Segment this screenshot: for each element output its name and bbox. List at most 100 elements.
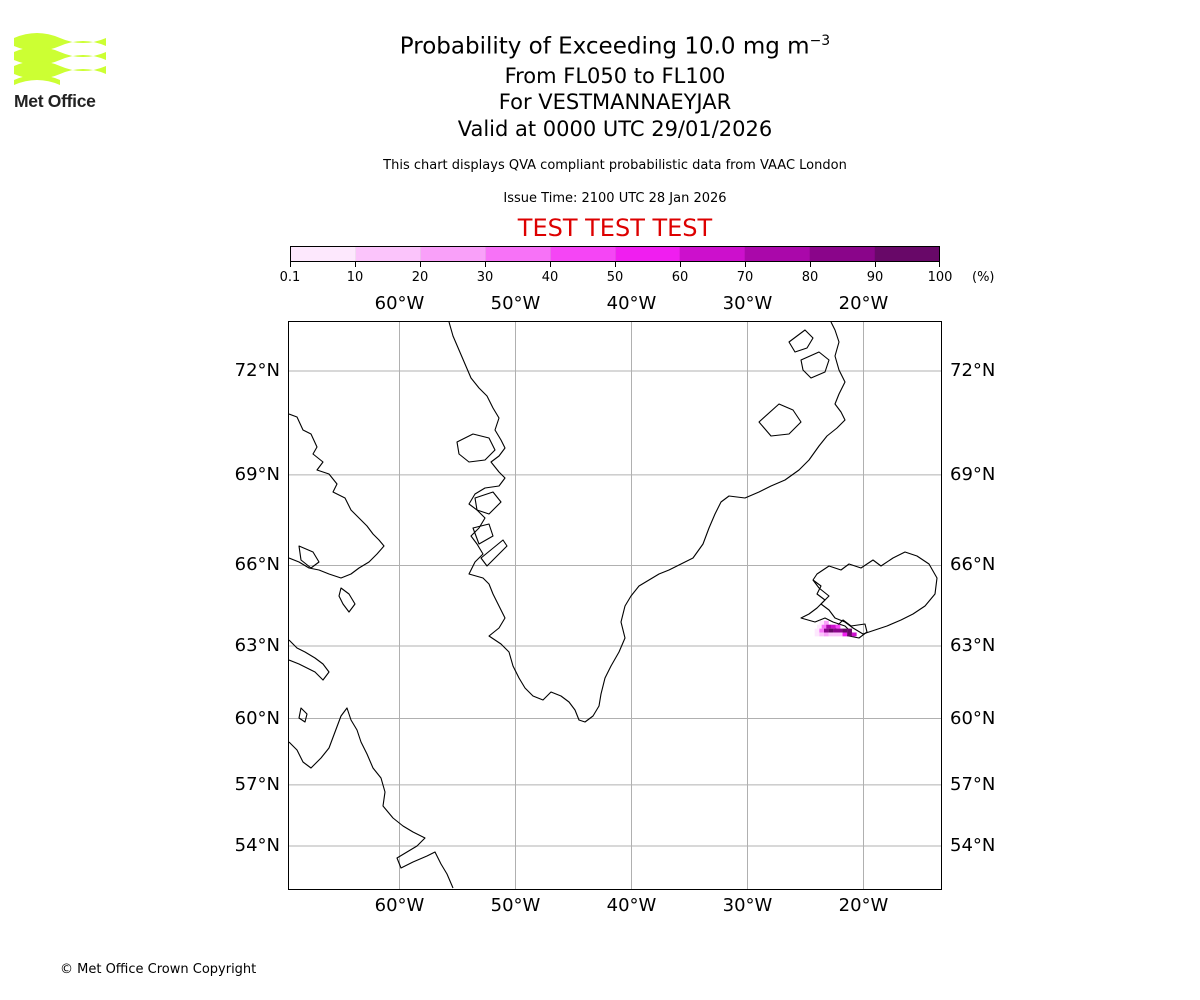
graticule <box>289 322 941 889</box>
longitude-label-bottom: 60°W <box>374 895 425 916</box>
plume-cell <box>828 628 834 633</box>
longitude-label-bottom: 20°W <box>838 895 889 916</box>
colorbar-tick <box>550 262 551 267</box>
longitude-label-top: 50°W <box>490 293 541 314</box>
coast-iceland <box>812 551 938 635</box>
plume-cell <box>819 632 825 637</box>
colorbar-label: 50 <box>606 270 624 285</box>
latitude-label-left: 60°N <box>234 707 280 729</box>
latitude-label-left: 57°N <box>234 773 280 795</box>
colorbar-segment <box>291 247 356 261</box>
plume-cell <box>835 624 841 629</box>
coast-labrador <box>289 707 454 889</box>
coast-iceland-west <box>800 579 854 635</box>
latitude-label-right: 57°N <box>950 773 996 795</box>
colorbar-segment <box>745 247 811 261</box>
plume-cell <box>817 624 822 629</box>
copyright: © Met Office Crown Copyright <box>60 962 257 977</box>
plume-cell <box>819 620 825 625</box>
longitude-label-top: 60°W <box>374 293 425 314</box>
met-office-waves-icon <box>14 33 106 85</box>
coast-greenland <box>448 322 846 723</box>
probability-plume[interactable] <box>814 620 857 637</box>
latitude-label-right: 54°N <box>950 835 996 856</box>
coastlines <box>289 322 938 889</box>
title-main: Probability of Exceeding 10.0 mg m <box>399 33 810 60</box>
plume-cell <box>837 632 843 637</box>
colorbar-tick <box>290 262 291 267</box>
coast-greenland-east-2 <box>758 403 802 437</box>
plume-cell <box>847 628 852 633</box>
valid-time: Valid at 0000 UTC 29/01/2026 <box>457 117 773 141</box>
coast-greenland-fjord-1 <box>456 433 496 463</box>
location: For VESTMANNAEYJAR <box>498 90 732 114</box>
description: This chart displays QVA compliant probab… <box>383 158 847 173</box>
colorbar-label: 10 <box>346 270 364 285</box>
longitude-label-bottom: 40°W <box>606 895 657 916</box>
level-range: From FL050 to FL100 <box>504 64 726 88</box>
colorbar-label: 80 <box>801 270 819 285</box>
plume-cell <box>823 632 829 637</box>
colorbar-segment <box>875 247 940 261</box>
colorbar-segment <box>420 247 486 261</box>
plume-cell <box>821 624 827 629</box>
colorbar-tick <box>939 262 940 267</box>
latitude-label-left: 69°N <box>234 463 280 485</box>
plume-cell <box>819 628 825 633</box>
colorbar-tick <box>615 262 616 267</box>
colorbar-segment <box>615 247 681 261</box>
colorbar-label: 40 <box>541 270 559 285</box>
colorbar-segment <box>680 247 746 261</box>
colorbar-segment <box>355 247 421 261</box>
colorbar-unit: (%) <box>972 270 995 285</box>
plume-cell <box>833 632 839 637</box>
title-exponent: −3 <box>809 33 831 49</box>
colorbar-label: 0.1 <box>279 270 301 285</box>
issue-time: Issue Time: 2100 UTC 28 Jan 2026 <box>503 191 727 206</box>
longitude-label-bottom: 50°W <box>490 895 541 916</box>
colorbar-label: 90 <box>866 270 884 285</box>
coast-resolution-island <box>338 587 356 613</box>
plume-cell <box>851 632 857 637</box>
coast-baffin-island <box>289 413 385 579</box>
plume-cell <box>814 628 820 633</box>
map-panel[interactable] <box>288 321 942 890</box>
coast-greenland-east-3 <box>788 329 814 353</box>
test-banner: TEST TEST TEST <box>517 214 713 242</box>
longitude-label-top: 40°W <box>606 293 657 314</box>
latitude-label-left: 63°N <box>234 634 280 656</box>
latitude-label-right: 60°N <box>950 707 996 729</box>
colorbar-segment <box>810 247 876 261</box>
colorbar-label: 60 <box>671 270 689 285</box>
logo-text: Met Office <box>14 91 96 111</box>
colorbar-tick <box>355 262 356 267</box>
plume-cell <box>830 624 836 629</box>
plume-cell <box>833 628 839 633</box>
coast-baffin-south <box>289 639 330 681</box>
colorbar-segment <box>550 247 616 261</box>
plume-cell <box>837 628 843 633</box>
met-office-logo: Met Office <box>14 30 108 112</box>
latitude-label-left: 72°N <box>234 360 280 381</box>
latitude-label-right: 69°N <box>950 463 996 485</box>
coast-greenland-fjord-4 <box>480 539 508 567</box>
colorbar-tick <box>420 262 421 267</box>
plume-cell <box>823 628 829 633</box>
latitude-label-left: 54°N <box>234 835 280 856</box>
longitude-label-top: 20°W <box>838 293 889 314</box>
colorbar-tick <box>745 262 746 267</box>
colorbar <box>290 246 940 262</box>
latitude-label-right: 66°N <box>950 554 996 576</box>
colorbar-tick <box>875 262 876 267</box>
plume-cell <box>826 624 832 629</box>
chart-title: Probability of Exceeding 10.0 mg m−3 <box>300 26 930 62</box>
coast-baffin-inlet <box>298 545 320 569</box>
plume-cell <box>823 620 829 625</box>
coast-greenland-fjord-3 <box>472 523 494 545</box>
colorbar-tick <box>680 262 681 267</box>
colorbar-label: 70 <box>736 270 754 285</box>
map-canvas <box>289 322 941 889</box>
colorbar-segment <box>485 247 551 261</box>
coast-greenland-fjord-2 <box>474 491 502 515</box>
colorbar-label: 30 <box>476 270 494 285</box>
